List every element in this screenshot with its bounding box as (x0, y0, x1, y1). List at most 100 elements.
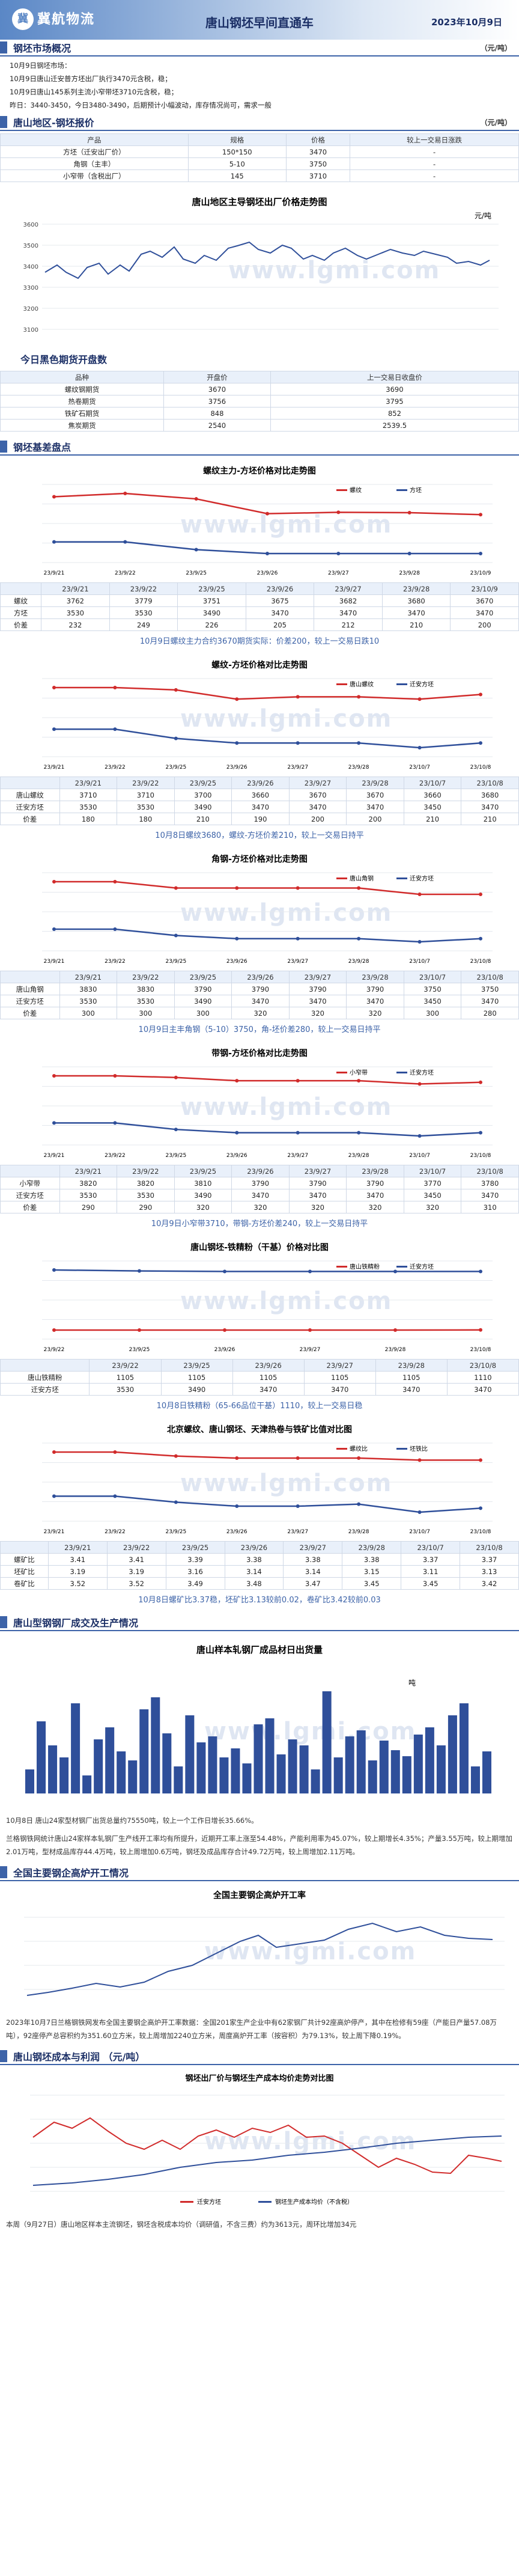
table-cell: 3790 (174, 983, 232, 995)
data-point (174, 933, 178, 938)
row-label: 坯矿比 (0, 1565, 49, 1578)
legend-label: 方坯 (410, 486, 422, 494)
table-cell: 3790 (346, 1177, 404, 1189)
table-cell: 3470 (314, 606, 383, 619)
table-cell: 3490 (174, 1189, 232, 1201)
bar (482, 1751, 491, 1793)
bar (436, 1745, 446, 1793)
chart-caption: 10月9日小窄带3710，带钢-方坯价差240，较上一交易日持平 (151, 1219, 368, 1228)
col-header (0, 1359, 90, 1372)
col-header: 23/9/27 (314, 582, 383, 595)
col-header: 开盘价 (163, 371, 271, 383)
table-row: 唐山螺纹 3710 3710 3700 3660 3670 3670 3660 3680 (0, 789, 519, 801)
legend-swatch (258, 2201, 272, 2203)
watermark: www.lgmi.com (180, 1093, 392, 1121)
data-point (235, 1131, 239, 1135)
table-cell: 3830 (117, 983, 175, 995)
data-point (235, 1456, 239, 1460)
table-cell: 3.15 (342, 1565, 402, 1578)
table-cell: 226 (177, 618, 246, 631)
section-marker (0, 116, 7, 128)
table-cell: 3470 (346, 801, 404, 813)
bar (37, 1721, 46, 1793)
col-header: 23/9/21 (59, 971, 118, 983)
comparison-chart: 角钢-方坯价格对比走势图 www.lgmi.com 唐山角钢 迁安方坯 23/9/21 2… (0, 849, 519, 1038)
data-point (52, 540, 56, 544)
x-tick-label: 23/9/22 (115, 570, 136, 576)
bar (413, 1735, 423, 1793)
data-point (52, 880, 56, 884)
table-cell: 3762 (41, 594, 110, 607)
data-point (417, 1082, 422, 1086)
bar (379, 1741, 389, 1793)
bar (117, 1751, 126, 1793)
bar (470, 1766, 480, 1793)
table-cell: 3660 (231, 789, 290, 801)
chart-title: 唐山钢坯-铁精粉（干基）价格对比图 (190, 1242, 329, 1253)
table-cell: 3.45 (401, 1577, 461, 1590)
chart-caption: 10月8日螺矿比3.37稳，坯矿比3.13较前0.02，卷矿比3.42较前0.0… (138, 1596, 381, 1605)
col-header: 23/10/7 (401, 1541, 461, 1554)
table-cell: 3530 (59, 1189, 118, 1201)
col-header: 23/9/21 (47, 1541, 108, 1554)
legend-swatch (336, 489, 347, 491)
table-cell: 3780 (461, 1177, 519, 1189)
row-label: 卷矿比 (0, 1577, 49, 1590)
table-cell: 3490 (174, 995, 232, 1007)
table-cell: 3470 (346, 995, 404, 1007)
data-point (357, 1502, 361, 1506)
chart-title: 钢坯出厂价与钢坯生产成本均价走势对比图 (185, 2074, 333, 2083)
table-cell: 3530 (89, 1383, 162, 1396)
table-cell: 3470 (231, 995, 290, 1007)
col-header: 较上一交易日涨跌 (350, 133, 519, 146)
furnace-chart: 全国主要钢企高炉开工率 www.lgmi.com (0, 1881, 519, 2013)
note-line: 10月9日唐山迁安普方坯出厂执行3470元含税，稳； (10, 75, 172, 83)
table-row: 坯矿比 3.19 3.19 3.16 3.14 3.14 3.15 3.11 3.13 (0, 1565, 519, 1578)
data-point (417, 1134, 422, 1138)
table-cell: 3675 (245, 594, 315, 607)
table-cell: 3470 (231, 1189, 290, 1201)
table-cell: 3470 (288, 995, 347, 1007)
col-header: 23/9/26 (231, 971, 290, 983)
col-header: 23/9/26 (224, 1541, 284, 1554)
data-point (235, 741, 239, 745)
data-point (479, 1328, 482, 1332)
row-label: 价差 (0, 618, 42, 631)
unit-label: （元/吨） (480, 118, 512, 127)
comparison-chart: 螺纹-方坯价格对比走势图 www.lgmi.com 唐山螺纹 迁安方坯 23/9/21 2… (0, 655, 519, 844)
legend-swatch (396, 1448, 407, 1450)
table-cell: 3530 (117, 995, 175, 1007)
col-header: 23/9/21 (59, 1165, 118, 1177)
data-point (174, 1128, 178, 1132)
col-header: 23/9/22 (89, 1359, 162, 1372)
comparison-table: 23/9/21 23/9/22 23/9/25 23/9/26 23/9/27 23/9/… (0, 777, 519, 825)
data-point (113, 1121, 117, 1125)
data-point (52, 1494, 56, 1498)
table-cell: 3450 (403, 801, 462, 813)
prices-heading: 唐山地区-钢坯报价 （元/吨） (0, 114, 519, 131)
data-point (138, 1269, 141, 1273)
table-cell: 3530 (59, 801, 118, 813)
bar (459, 1703, 469, 1793)
bar (185, 1715, 195, 1793)
table-cell: 320 (346, 1007, 404, 1019)
x-tick-label: 23/9/27 (287, 959, 308, 965)
comparison-table: 23/9/21 23/9/22 23/9/25 23/9/26 23/9/27 23/9/… (0, 1165, 519, 1213)
legend-swatch (336, 1266, 347, 1268)
table-cell: 3.38 (283, 1553, 343, 1566)
col-header: 23/10/9 (450, 582, 519, 595)
data-point (357, 695, 361, 699)
data-point (417, 1510, 422, 1514)
table-cell: 3790 (288, 983, 347, 995)
data-point (417, 1458, 422, 1462)
data-point (357, 1131, 361, 1135)
chart-title: 唐山样本轧钢厂成品材日出货量 (196, 1644, 323, 1655)
row-label: 迁安方坯 (0, 1189, 60, 1201)
table-cell: 3530 (59, 995, 118, 1007)
section-marker (0, 41, 7, 53)
bar (94, 1739, 103, 1793)
col-header: 23/9/22 (109, 582, 178, 595)
legend-swatch (336, 1072, 347, 1073)
table-row: 小窄带（含税出厂） 145 3710- (0, 169, 519, 182)
data-point (479, 1506, 482, 1510)
